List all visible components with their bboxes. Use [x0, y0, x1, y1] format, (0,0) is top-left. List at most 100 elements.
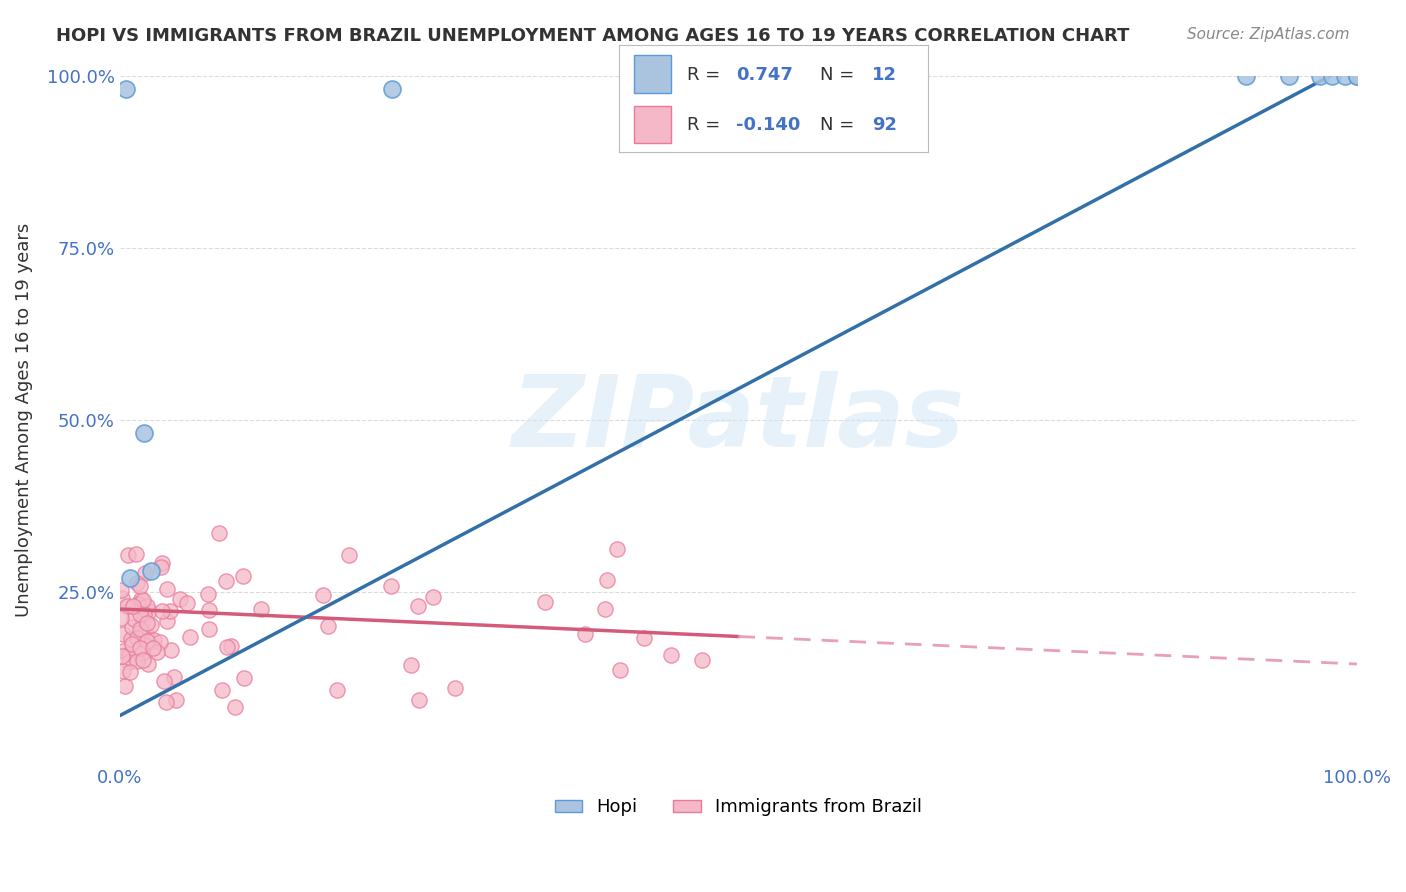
- Point: [114, 679, 136, 693]
- Text: 92: 92: [872, 116, 897, 134]
- Point: [224, 699, 246, 714]
- Point: [136, 599, 159, 613]
- Point: [250, 602, 273, 616]
- Point: [609, 664, 631, 678]
- Point: [155, 695, 177, 709]
- Point: [141, 618, 163, 632]
- Point: [121, 637, 143, 651]
- Point: [1346, 69, 1368, 83]
- Point: [111, 643, 134, 657]
- Point: [118, 647, 141, 661]
- Point: [129, 579, 152, 593]
- Point: [112, 664, 135, 678]
- Point: [148, 635, 170, 649]
- Point: [132, 653, 155, 667]
- Point: [198, 622, 221, 636]
- Point: [574, 627, 596, 641]
- Point: [111, 591, 134, 606]
- Point: [117, 548, 139, 562]
- Point: [156, 614, 179, 628]
- Point: [128, 640, 150, 655]
- Point: [208, 525, 231, 540]
- Point: [593, 602, 616, 616]
- Point: [1333, 69, 1355, 83]
- Point: [134, 566, 156, 580]
- Point: [153, 674, 176, 689]
- Point: [326, 683, 349, 698]
- Point: [129, 607, 152, 622]
- Point: [169, 591, 191, 606]
- Point: [443, 681, 465, 695]
- Point: [125, 547, 148, 561]
- Point: [1309, 69, 1331, 83]
- Point: [1322, 69, 1344, 83]
- Point: [122, 612, 145, 626]
- Point: [111, 627, 134, 641]
- Point: [118, 571, 141, 585]
- Point: [139, 564, 162, 578]
- Point: [1346, 69, 1368, 83]
- Point: [138, 604, 160, 618]
- Point: [134, 426, 156, 441]
- Point: [179, 631, 201, 645]
- Point: [176, 596, 198, 610]
- Point: [159, 604, 181, 618]
- Point: [146, 645, 169, 659]
- Point: [125, 575, 148, 590]
- Point: [125, 631, 148, 645]
- Point: [217, 640, 239, 655]
- Point: [118, 665, 141, 680]
- Point: [633, 631, 655, 645]
- Point: [131, 592, 153, 607]
- Point: [125, 654, 148, 668]
- Point: [131, 622, 153, 636]
- Point: [1234, 69, 1257, 83]
- Text: HOPI VS IMMIGRANTS FROM BRAZIL UNEMPLOYMENT AMONG AGES 16 TO 19 YEARS CORRELATIO: HOPI VS IMMIGRANTS FROM BRAZIL UNEMPLOYM…: [56, 27, 1129, 45]
- Text: N =: N =: [820, 66, 859, 84]
- Point: [215, 574, 238, 588]
- Point: [211, 682, 233, 697]
- Text: 0.747: 0.747: [737, 66, 793, 84]
- Text: -0.140: -0.140: [737, 116, 800, 134]
- Text: R =: R =: [686, 66, 725, 84]
- Point: [399, 657, 422, 672]
- Point: [197, 603, 219, 617]
- Point: [316, 618, 339, 632]
- Y-axis label: Unemployment Among Ages 16 to 19 years: Unemployment Among Ages 16 to 19 years: [15, 222, 32, 616]
- Point: [110, 610, 132, 624]
- Legend: Hopi, Immigrants from Brazil: Hopi, Immigrants from Brazil: [547, 791, 929, 823]
- FancyBboxPatch shape: [634, 105, 671, 143]
- Point: [129, 592, 152, 607]
- Point: [142, 641, 165, 656]
- Point: [131, 646, 153, 660]
- Point: [312, 588, 335, 602]
- Point: [132, 613, 155, 627]
- Point: [115, 599, 138, 613]
- Point: [156, 582, 179, 597]
- Point: [595, 573, 617, 587]
- Point: [120, 632, 142, 646]
- Point: [127, 597, 149, 611]
- Point: [134, 638, 156, 652]
- Point: [136, 634, 159, 648]
- Point: [163, 670, 186, 684]
- Point: [128, 622, 150, 636]
- Point: [150, 604, 173, 618]
- FancyBboxPatch shape: [634, 55, 671, 93]
- Text: ZIPatlas: ZIPatlas: [512, 371, 965, 468]
- Point: [132, 607, 155, 621]
- Point: [197, 587, 219, 601]
- Point: [115, 82, 138, 96]
- Text: 12: 12: [872, 66, 897, 84]
- Point: [111, 648, 134, 663]
- Point: [122, 599, 145, 613]
- Text: R =: R =: [686, 116, 725, 134]
- Point: [408, 693, 430, 707]
- Point: [1278, 69, 1301, 83]
- Text: N =: N =: [820, 116, 859, 134]
- Point: [219, 639, 242, 653]
- Point: [380, 579, 402, 593]
- Point: [422, 591, 444, 605]
- Point: [118, 655, 141, 669]
- Point: [406, 599, 429, 614]
